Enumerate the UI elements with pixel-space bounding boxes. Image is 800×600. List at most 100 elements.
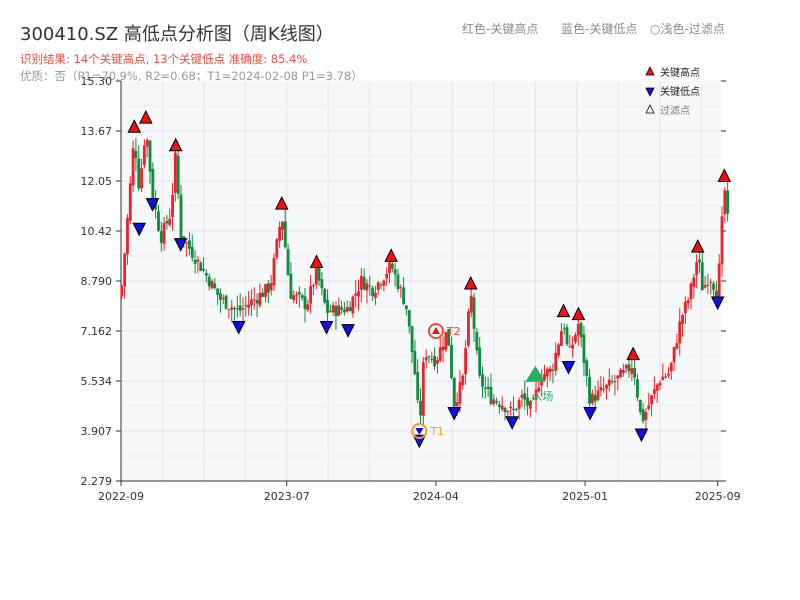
candle-body bbox=[165, 221, 169, 224]
candle-body bbox=[314, 266, 318, 285]
candle-body bbox=[300, 295, 304, 298]
candle-body bbox=[441, 346, 445, 351]
candle-body bbox=[469, 295, 473, 313]
candle-body bbox=[571, 344, 575, 349]
candle-body bbox=[636, 379, 639, 398]
candle-body bbox=[258, 292, 262, 306]
candle-body bbox=[698, 259, 701, 263]
candle-body bbox=[430, 358, 434, 360]
candle-body bbox=[238, 305, 242, 311]
candle-body bbox=[235, 308, 239, 310]
entry-label: 入场 bbox=[531, 389, 553, 403]
candle-body bbox=[227, 309, 231, 311]
candle-body bbox=[151, 169, 155, 200]
candle-body bbox=[295, 294, 298, 296]
candle-body bbox=[255, 300, 259, 304]
candle-body bbox=[531, 398, 535, 400]
candle-body bbox=[514, 408, 518, 410]
candle-body bbox=[512, 408, 515, 410]
candle-body bbox=[328, 310, 332, 312]
candle-body bbox=[289, 273, 293, 299]
candle-body bbox=[692, 277, 696, 287]
candle-body bbox=[202, 268, 205, 271]
candle-body bbox=[647, 405, 651, 410]
hollow-circle-icon: ○ bbox=[650, 22, 661, 36]
candle-body bbox=[644, 411, 648, 420]
candle-body bbox=[312, 285, 315, 287]
candle-body bbox=[467, 311, 470, 346]
t1-marker bbox=[411, 422, 428, 439]
candle-body bbox=[252, 299, 256, 301]
candle-body bbox=[190, 246, 194, 258]
key-high-marker bbox=[626, 346, 640, 361]
candle-body bbox=[703, 285, 707, 288]
candle-body bbox=[500, 405, 504, 410]
key-high-marker bbox=[384, 248, 398, 262]
candle-body bbox=[199, 262, 203, 271]
candle-body bbox=[557, 344, 560, 356]
candle-body bbox=[162, 223, 166, 244]
candle-body bbox=[630, 368, 634, 374]
candle-body bbox=[340, 307, 344, 310]
candle-body bbox=[450, 345, 453, 378]
key-high-marker bbox=[168, 137, 183, 152]
key-high-marker bbox=[274, 195, 289, 210]
candle-body bbox=[421, 362, 425, 416]
candle-body bbox=[359, 275, 363, 290]
candle-body bbox=[545, 369, 549, 377]
key-low-marker bbox=[319, 321, 334, 335]
candle-body bbox=[128, 183, 132, 221]
candle-body bbox=[675, 343, 679, 349]
candle-body bbox=[506, 411, 510, 413]
candle-body bbox=[148, 140, 152, 172]
candle-body bbox=[424, 357, 428, 361]
candle-body bbox=[351, 296, 355, 314]
candle-body bbox=[650, 395, 653, 405]
candle-body bbox=[481, 374, 484, 387]
candle-body bbox=[444, 332, 448, 350]
candle-body bbox=[616, 375, 620, 379]
candle-body bbox=[664, 376, 668, 378]
candle-body bbox=[427, 356, 431, 358]
y-tick-label: 13.67 bbox=[81, 125, 113, 138]
candle-body bbox=[368, 285, 372, 287]
candle-body bbox=[196, 259, 200, 262]
candle-body bbox=[331, 305, 335, 313]
candle-body bbox=[624, 365, 628, 369]
candle-body bbox=[574, 334, 577, 342]
candle-body bbox=[486, 386, 490, 389]
candle-body bbox=[683, 301, 687, 314]
candles-group bbox=[120, 137, 730, 434]
x-tick-label: 2022-09 bbox=[98, 490, 144, 503]
key-high-marker bbox=[127, 119, 142, 133]
candle-body bbox=[278, 226, 282, 241]
candle-body bbox=[244, 305, 248, 307]
candle-body bbox=[233, 308, 236, 310]
key-low-marker bbox=[231, 321, 246, 335]
candle-body bbox=[413, 350, 417, 375]
candle-body bbox=[131, 148, 135, 186]
chart-title: 300410.SZ 高低点分析图（周K线图） bbox=[20, 24, 334, 45]
candle-body bbox=[585, 360, 589, 377]
candle-body bbox=[410, 326, 414, 353]
t2-label: T2 bbox=[446, 325, 461, 338]
t2-marker bbox=[427, 322, 444, 339]
key-high-marker bbox=[463, 275, 478, 290]
candle-body bbox=[365, 283, 369, 291]
candle-body bbox=[219, 293, 222, 300]
key-high-marker bbox=[556, 303, 571, 318]
candle-body bbox=[272, 258, 276, 286]
key-high-marker bbox=[139, 109, 153, 124]
candle-body bbox=[390, 263, 394, 269]
candle-body bbox=[492, 399, 496, 405]
legend-label: 过滤点 bbox=[660, 104, 690, 117]
candle-body bbox=[438, 347, 442, 361]
key-low-marker bbox=[561, 360, 576, 375]
y-tick-label: 7.162 bbox=[81, 325, 113, 338]
candle-body bbox=[264, 284, 267, 297]
candle-body bbox=[641, 409, 645, 422]
legend-high-icon bbox=[645, 66, 655, 76]
candle-body bbox=[221, 298, 225, 300]
candle-body bbox=[497, 404, 501, 407]
